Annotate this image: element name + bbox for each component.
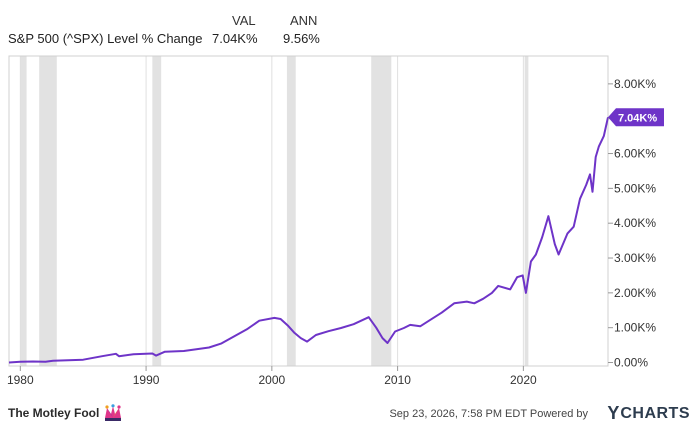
legend-ann-header: ANN (290, 13, 318, 28)
current-value-badge (608, 108, 664, 127)
y-tick-label-0: 0.00% (614, 356, 648, 370)
current-value-label: 7.04K% (618, 112, 657, 124)
legend: VAL ANN S&P 500 (^SPX) Level % Change 7.… (0, 0, 700, 50)
recession-bands (20, 56, 529, 366)
y-tick-label-4: 4.00K% (614, 216, 656, 230)
ycharts-logo[interactable]: Y CHARTS (607, 403, 690, 424)
x-tick-label-2000: 2000 (258, 373, 285, 387)
ycharts-y-icon: Y (607, 403, 620, 423)
y-tick-label-6: 6.00K% (614, 147, 656, 161)
recession-band-1 (39, 56, 57, 366)
y-tick-label-2: 2.00K% (614, 286, 656, 300)
plot-frame (8, 55, 609, 367)
y-tick-label-8: 8.00K% (614, 77, 656, 91)
y-tick-label-1: 1.00K% (614, 321, 656, 335)
recession-band-2 (152, 56, 162, 366)
series-group (8, 117, 609, 364)
series-line-0[interactable] (8, 117, 609, 364)
x-axis: 1980 1990 2000 2010 2020 (7, 366, 537, 387)
recession-band-3 (286, 56, 296, 366)
recession-band-5 (524, 56, 529, 366)
y-tick-label-3: 3.00K% (614, 251, 656, 265)
x-tick-label-1980: 1980 (7, 373, 34, 387)
legend-series-ann: 9.56% (283, 31, 320, 46)
footer: The Motley Fool Sep 23, 2026, 7:58 PM ED… (0, 398, 700, 428)
recession-band-4 (371, 56, 392, 366)
timestamp: Sep 23, 2026, 7:58 PM EDT Powered by (389, 408, 588, 420)
motley-fool-logo[interactable]: The Motley Fool (8, 404, 123, 422)
legend-val-header: VAL (232, 13, 256, 28)
ycharts-text: CHARTS (620, 404, 690, 422)
grid-lines (19, 56, 524, 366)
jester-hat-icon (105, 404, 122, 421)
x-tick-label-2010: 2010 (384, 373, 411, 387)
current-value-marker: 7.04K% (608, 108, 664, 127)
legend-series-name[interactable]: S&P 500 (^SPX) Level % Change (8, 31, 203, 46)
x-tick-label-1990: 1990 (133, 373, 160, 387)
recession-band-0 (20, 56, 27, 366)
y-tick-label-5: 5.00K% (614, 181, 656, 195)
line-chart: 0.00% 1.00K% 2.00K% 3.00K% 4.00K% 5.00K% 6.00K… (7, 55, 664, 387)
brand-name: The Motley Fool (8, 406, 100, 420)
legend-series-val: 7.04K% (212, 31, 258, 46)
x-tick-label-2020: 2020 (510, 373, 537, 387)
